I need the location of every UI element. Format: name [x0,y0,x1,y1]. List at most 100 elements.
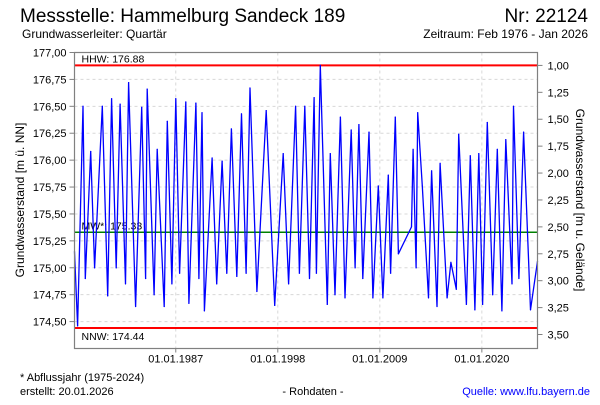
data-type-label: - Rohdaten - [282,386,343,398]
y2-tick-label: 1,00 [548,60,569,72]
data-point [522,131,525,133]
groundwater-level-line [73,64,539,327]
data-point [358,124,360,126]
data-point [339,116,341,118]
data-point [458,133,460,135]
data-point [230,128,233,130]
data-point [115,267,117,269]
data-point [156,148,158,150]
data-point [119,103,121,105]
data-point [179,272,181,274]
data-point [195,102,197,104]
data-point [492,294,494,296]
data-point [93,267,96,269]
data-point [334,294,336,296]
x-tick-label: 01.01.1998 [250,354,305,366]
data-point [436,305,438,308]
data-point [439,162,441,164]
data-point [84,277,86,280]
data-point [410,226,413,228]
plot-frame [73,51,539,350]
data-point [446,297,448,299]
station-number: Nr: 22124 [505,6,589,27]
data-point [175,98,177,100]
data-point [344,297,346,299]
data-point [203,310,205,312]
data-point [256,290,258,293]
data-point [465,303,467,305]
x-axis: 01.01.1987 01.01.1998 01.01.2009 01.01.2020 [148,348,509,366]
y-tick-label: 175,75 [33,182,67,194]
data-point [315,272,318,274]
data-point [486,121,488,124]
data-point [245,272,247,274]
data-point [382,297,384,299]
data-point [377,185,379,187]
data-point [390,272,392,274]
data-point [166,120,168,122]
data-point [511,283,513,285]
y-axis-left: 177,00 176,75 176,50 176,25 176,00 175,75 175,… [33,48,75,329]
data-point [469,155,471,157]
data-point [274,304,276,307]
data-point [107,295,109,297]
data-point [216,283,218,285]
y2-tick-label: 3,50 [548,330,569,342]
y2-tick-label: 2,25 [548,195,569,207]
data-point [265,110,267,112]
data-point [249,87,251,89]
data-point [319,64,321,67]
data-point [188,302,190,304]
series-layer [73,64,539,327]
y-tick-label: 174,50 [33,317,67,329]
y-axis-title-right: Grundwasserstand [m u. Gelände] [573,109,587,292]
nnw-label: NNW: 174.44 [82,331,145,343]
y2-tick-label: 2,75 [548,249,569,261]
data-point [198,277,200,280]
data-point [362,277,364,280]
y-tick-label: 176,25 [33,128,67,140]
aquifer-label: Grundwasserleiter: Quartär [22,27,167,41]
data-point [82,105,84,107]
data-point [455,288,457,290]
data-point [474,309,476,311]
data-point [482,303,484,305]
y-tick-label: 176,00 [33,155,67,167]
data-point [185,101,187,103]
source-link[interactable]: Quelle: www.lfu.bayern.de [462,386,590,398]
data-point [501,310,503,312]
data-point [211,157,213,159]
x-tick-label: 01.01.2020 [454,354,509,366]
data-point [128,82,130,84]
data-point [90,150,92,153]
data-point [282,153,284,155]
y2-tick-label: 1,75 [548,141,569,153]
data-point [298,272,301,274]
data-point [308,277,311,280]
y-tick-label: 175,50 [33,209,67,221]
y-tick-label: 175,25 [33,236,67,248]
data-point [350,129,352,131]
period-label: Zeitraum: Feb 1976 - Jan 2026 [423,27,588,41]
y-tick-label: 176,75 [33,74,67,86]
data-point [141,106,143,108]
data-point [226,272,228,274]
y2-tick-label: 3,25 [548,303,569,315]
data-point [421,185,423,187]
y-tick-label: 175,00 [33,263,67,275]
y2-tick-label: 1,50 [548,114,569,126]
data-point [101,105,103,107]
data-point [288,283,290,285]
y2-tick-label: 1,25 [548,87,569,99]
data-point [76,325,79,327]
data-point [313,97,315,99]
data-point [496,148,498,150]
data-point [145,277,147,280]
data-point [146,88,148,90]
data-point [412,148,414,150]
data-point [304,105,306,107]
footnote: * Abflussjahr (1975-2024) [20,372,144,384]
data-point [529,309,532,311]
y-axis-right: 1,00 1,25 1,50 1,75 2,00 2,25 2,50 2,75 3,00 3,25… [537,60,569,342]
data-point [505,139,507,141]
